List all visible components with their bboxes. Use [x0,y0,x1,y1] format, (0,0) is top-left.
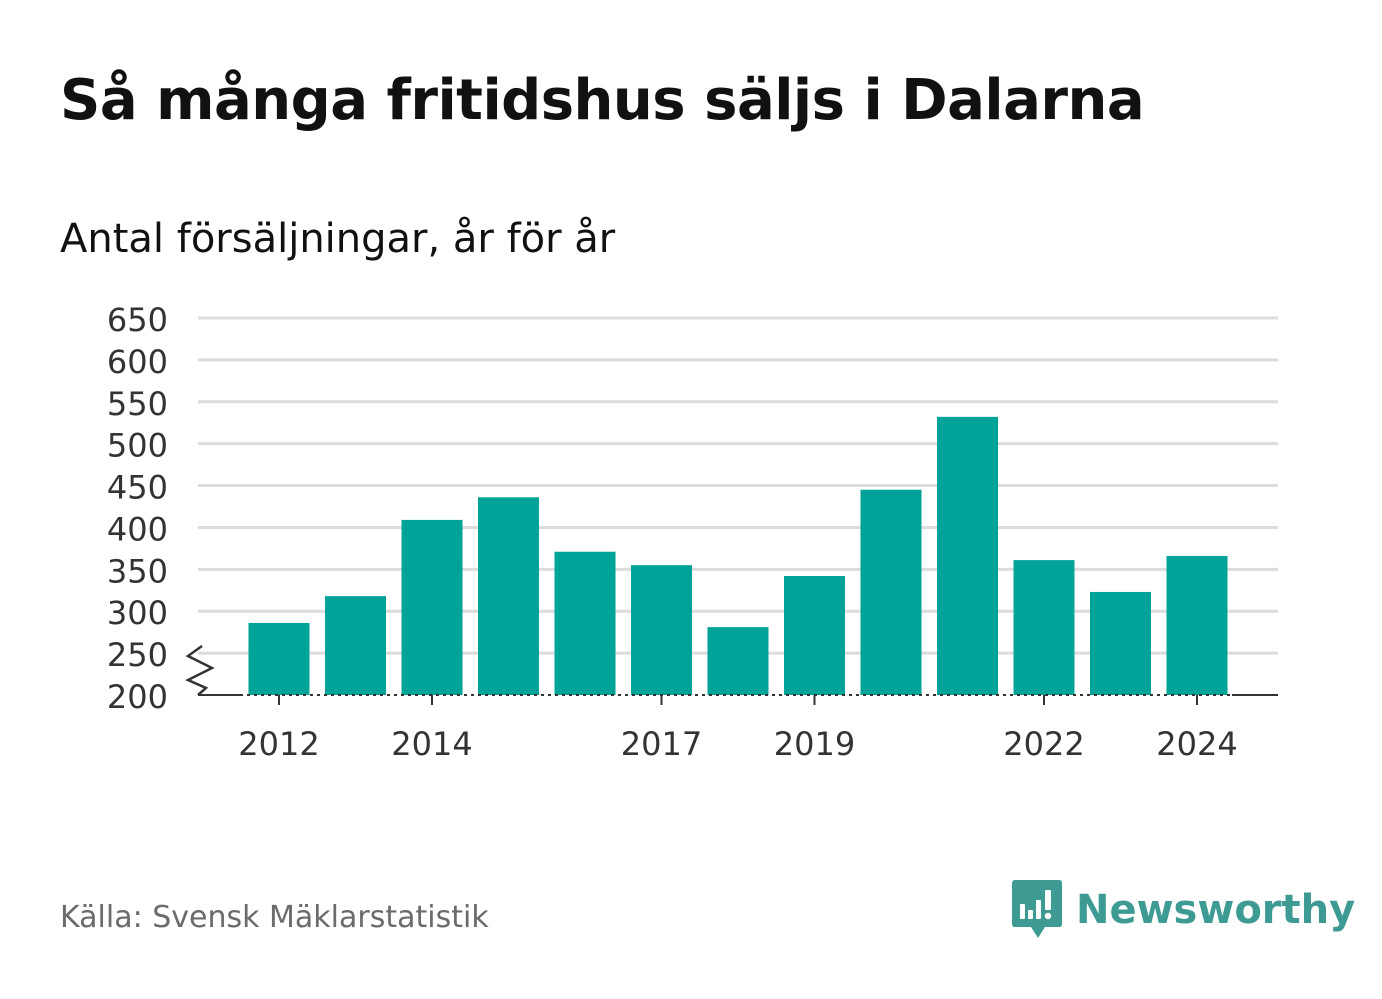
bar-2017 [631,565,692,695]
source-note: Källa: Svensk Mäklarstatistik [60,900,489,935]
gridlines [198,316,1278,655]
bar-2016 [554,551,616,695]
bar-2020 [860,489,922,695]
bar-2023 [1090,591,1151,695]
bar-2021 [937,416,998,695]
bar-2012 [248,622,310,695]
y-tick-label-500: 500 [107,427,168,465]
y-tick-label-200: 200 [107,678,168,716]
y-tick-label-300: 300 [107,594,168,632]
bar-2018 [707,627,769,695]
y-tick-label-250: 250 [107,636,168,674]
chart-subtitle: Antal försäljningar, år för år [60,216,616,262]
y-tick-label-350: 350 [107,552,168,590]
bar-2014 [401,519,463,695]
brand-logo: Newsworthy [1012,880,1355,940]
brand-name: Newsworthy [1076,887,1356,933]
x-tick-label-2022: 2022 [1003,725,1084,763]
bar-2015 [478,497,539,695]
x-tick-label-2019: 2019 [774,725,855,763]
bar-2013 [325,596,386,695]
y-tick-label-650: 650 [107,301,168,339]
x-tick-label-2014: 2014 [391,725,472,763]
x-tick-label-2024: 2024 [1156,725,1237,763]
y-tick-label-450: 450 [107,469,168,507]
y-tick-label-600: 600 [107,343,168,381]
y-tick-label-550: 550 [107,385,168,423]
x-axis [185,644,1278,696]
axis-break-icon [185,644,215,696]
x-axis-ticks: 2012 2014 2017 2019 2022 2024 [238,695,1238,763]
bars [248,416,1228,695]
bar-2024 [1166,555,1228,695]
y-tick-label-400: 400 [107,510,168,548]
x-tick-label-2012: 2012 [238,725,319,763]
bar-2019 [784,576,845,695]
x-tick-label-2017: 2017 [621,725,702,763]
page-title: Så många fritidshus säljs i Dalarna [60,68,1145,133]
bar-2022 [1013,560,1075,695]
newsworthy-logo-icon [1012,880,1062,938]
